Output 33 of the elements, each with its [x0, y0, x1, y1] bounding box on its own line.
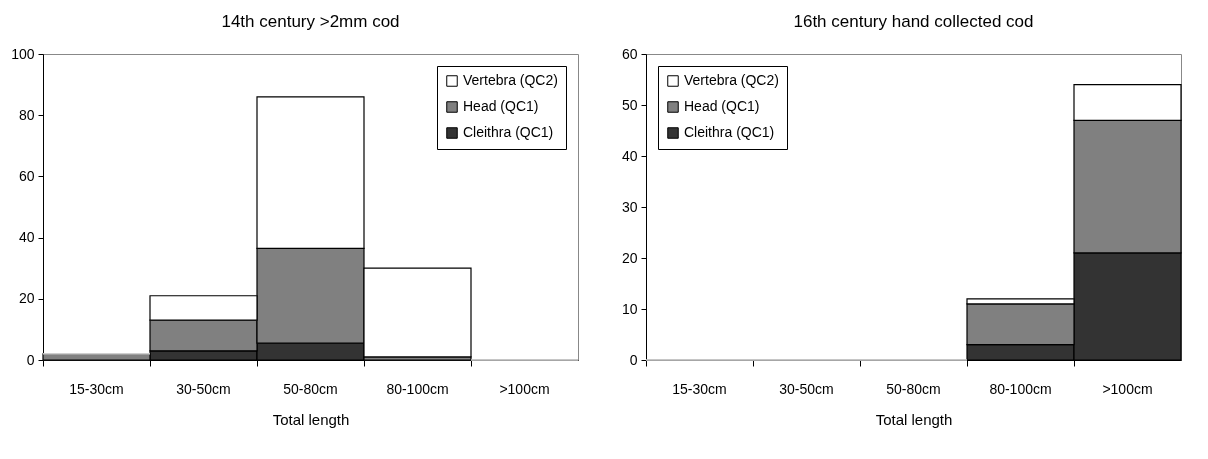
y-tick-label: 20 — [18, 290, 35, 307]
chart-title: 14th century >2mm cod — [221, 12, 400, 31]
y-tick-label: 20 — [621, 249, 638, 266]
legend-label: Cleithra (QC1) — [463, 124, 554, 140]
legend-label: Head (QC1) — [684, 98, 760, 114]
y-tick-label: 0 — [26, 351, 35, 368]
y-tick-label: 100 — [11, 45, 35, 62]
legend-label: Head (QC1) — [463, 98, 539, 114]
x-tick-label: 50-80cm — [283, 380, 338, 397]
x-tick-label: >100cm — [1102, 380, 1153, 397]
x-tick-label: 30-50cm — [176, 380, 231, 397]
x-axis-title: Total length — [875, 410, 953, 428]
x-tick-label: 30-50cm — [779, 380, 834, 397]
x-tick-label: >100cm — [499, 380, 550, 397]
y-tick-label: 40 — [621, 147, 638, 164]
x-tick-label: 50-80cm — [886, 380, 941, 397]
y-tick-label: 60 — [18, 167, 35, 184]
y-tick-label: 60 — [621, 45, 638, 62]
y-tick-label: 40 — [18, 229, 35, 246]
y-tick-label: 80 — [18, 106, 35, 123]
y-tick-label: 50 — [621, 96, 638, 113]
x-tick-label: 80-100cm — [989, 380, 1052, 397]
x-tick-label: 15-30cm — [672, 380, 727, 397]
x-axis-title: Total length — [272, 410, 350, 428]
x-tick-label: 15-30cm — [69, 380, 124, 397]
legend-label: Vertebra (QC2) — [463, 72, 558, 88]
x-tick-label: 80-100cm — [386, 380, 449, 397]
chart-title: 16th century hand collected cod — [793, 12, 1034, 31]
y-tick-label: 30 — [621, 198, 638, 215]
legend-label: Cleithra (QC1) — [684, 124, 775, 140]
legend-label: Vertebra (QC2) — [684, 72, 779, 88]
y-tick-label: 10 — [621, 300, 638, 317]
y-tick-label: 0 — [629, 351, 638, 368]
